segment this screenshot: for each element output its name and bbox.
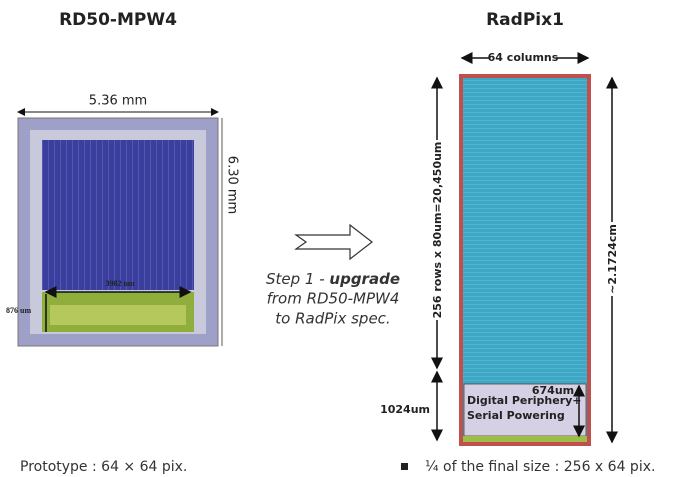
- periphery-height-label: 876 um: [6, 306, 31, 315]
- bullet: [401, 463, 408, 470]
- columns-label: 64 columns: [488, 51, 559, 64]
- step-prefix: Step 1 -: [266, 270, 329, 288]
- total-label: ~2.1724cm: [606, 224, 619, 294]
- slide: RD50-MPW4 5.36 mm 6.30 mm 3982 um 876 um…: [0, 0, 691, 477]
- periphery-detail: [50, 305, 186, 325]
- periphery-width-label: 3982 um: [105, 279, 134, 288]
- left-title: RD50-MPW4: [59, 10, 177, 30]
- right-caption: ¼ of the final size : 256 x 64 pix.: [425, 459, 655, 475]
- pixel-matrix: [42, 140, 194, 290]
- periphery-strip: [463, 436, 587, 442]
- right-title: RadPix1: [486, 10, 564, 30]
- height-label: 6.30 mm: [225, 156, 240, 214]
- step-arrow: [296, 225, 372, 259]
- periphery-inner-label: 674um: [532, 384, 574, 397]
- step-emphasis: upgrade: [329, 270, 400, 288]
- rows-label: 256 rows x 80um=20,450um: [431, 142, 444, 319]
- width-label: 5.36 mm: [89, 94, 147, 109]
- step-line3: to RadPix spec.: [275, 310, 390, 328]
- step-line1: Step 1 - upgrade: [266, 270, 400, 288]
- periphery-height-label-right: 1024um: [380, 403, 430, 416]
- left-caption: Prototype : 64 × 64 pix.: [20, 459, 187, 475]
- step-line2: from RD50-MPW4: [267, 290, 400, 308]
- periphery-label-line2: Serial Powering: [467, 409, 565, 422]
